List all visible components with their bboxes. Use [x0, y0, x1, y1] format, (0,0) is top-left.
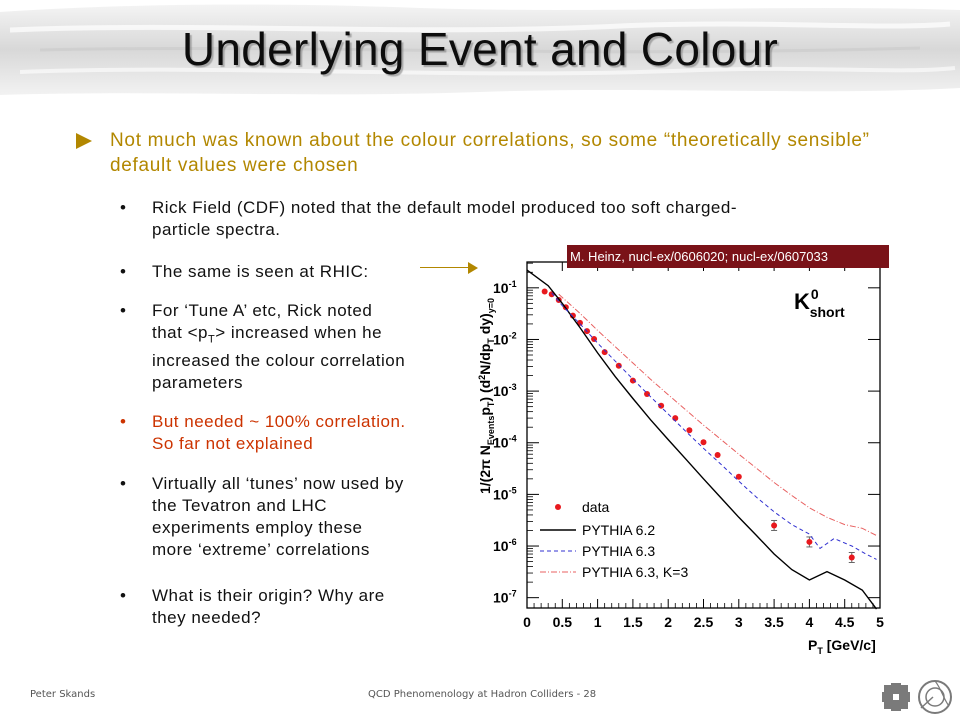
sub-bullet-line: So far not explained — [152, 434, 314, 453]
cern-logo — [918, 680, 952, 714]
sub-bullet-line: But needed ~ 100% correlation. — [152, 412, 406, 431]
pointer-arrow-icon — [468, 262, 478, 274]
x-tick-label: 1 — [594, 614, 602, 630]
series-line-pythia-6-3-k-3 — [558, 293, 877, 536]
data-point — [541, 288, 548, 295]
x-tick-label: 4 — [806, 614, 814, 630]
data-point — [848, 554, 855, 561]
data-point — [615, 362, 622, 369]
x-tick-label: 5 — [876, 614, 884, 630]
slide-title: Underlying Event and Colour — [181, 23, 779, 75]
reference-label: M. Heinz, nucl-ex/0606020; nucl-ex/06070… — [567, 245, 889, 268]
data-point — [771, 522, 778, 529]
data-point — [601, 349, 608, 356]
series-line-pythia-6-3 — [551, 292, 877, 560]
sub-bullet-line: What is their origin? Why are — [152, 586, 385, 605]
sub-bullet-line: they needed? — [152, 608, 262, 627]
sub-bullet-line: Virtually all ‘tunes’ now used by — [152, 474, 404, 493]
sub-bullet-line: For ‘Tune A’ etc, Rick noted — [152, 301, 373, 320]
y-tick-label: 10-4 — [493, 434, 517, 451]
x-tick-label: 4.5 — [835, 614, 855, 630]
x-tick-label: 3.5 — [764, 614, 784, 630]
triangle-right-icon — [76, 133, 92, 149]
legend-label: PYTHIA 6.3 — [582, 543, 655, 559]
footer-course: QCD Phenomenology at Hadron Colliders - … — [368, 689, 597, 700]
bullet-dot-icon: • — [120, 474, 127, 493]
x-axis-title: PT [GeV/c] — [808, 637, 876, 656]
sub-bullet-line: Rick Field (CDF) noted that the default … — [152, 198, 738, 217]
data-point — [714, 451, 721, 458]
data-point — [658, 402, 665, 409]
legend-marker — [555, 504, 561, 510]
x-tick-label: 2 — [664, 614, 672, 630]
data-point — [735, 473, 742, 480]
fermilab-logo — [882, 683, 910, 711]
sub-bullet-line: The same is seen at RHIC: — [152, 262, 369, 281]
footer-author: Peter Skands — [30, 689, 96, 700]
main-bullet-text: Not much was known about the colour corr… — [110, 130, 870, 176]
bullet-dot-icon: • — [120, 301, 127, 320]
legend-label: data — [582, 499, 609, 515]
sub-bullet-line: parameters — [152, 373, 243, 393]
y-tick-label: 10-6 — [493, 537, 517, 554]
title-banner — [0, 4, 960, 95]
pointer-arrow-line — [420, 267, 472, 268]
x-tick-label: 1.5 — [623, 614, 643, 630]
y-tick-label: 10-7 — [493, 589, 517, 606]
data-point — [569, 312, 576, 319]
x-tick-label: 3 — [735, 614, 743, 630]
y-tick-label: 10-3 — [493, 382, 517, 399]
data-point — [686, 427, 693, 434]
y-tick-label: 10-1 — [493, 279, 517, 296]
bullet-dot-icon: • — [120, 586, 127, 605]
kshort-spectrum-chart: 0 0.5 1 1.5 2 2.5 3 3.5 4 4.5 5 10-1 10-2 10-3 10-4 10-… — [477, 261, 884, 656]
y-tick-label: 10-5 — [493, 485, 517, 502]
legend-label: PYTHIA 6.2 — [582, 522, 655, 538]
sub-bullet-line: particle spectra. — [152, 220, 281, 239]
x-tick-label: 0 — [523, 614, 531, 630]
data-point — [672, 415, 679, 422]
y-tick-label: 10-2 — [493, 330, 517, 347]
x-tick-label: 0.5 — [553, 614, 573, 630]
x-tick-label: 2.5 — [694, 614, 714, 630]
bullet-dot-icon: • — [120, 412, 127, 431]
bullet-dot-icon: • — [120, 262, 127, 281]
y-axis-title: 1/(2π NEventspT) (d2N/dpT dy)y=0 — [477, 298, 496, 494]
data-point — [644, 390, 651, 397]
data-point — [806, 538, 813, 545]
sub-bullet-line: the Tevatron and LHC — [152, 496, 328, 515]
data-point — [629, 377, 636, 384]
sub-bullet-line: experiments employ these — [152, 518, 363, 537]
series-line-pythia-6-2 — [526, 269, 878, 610]
particle-label: K0 short — [794, 286, 845, 320]
sub-bullet-line: more ‘extreme’ correlations — [152, 540, 370, 559]
legend-label: PYTHIA 6.3, K=3 — [582, 564, 688, 580]
sub-bullet-line: that <pT> increased when he — [152, 323, 383, 346]
sub-bullet-line: increased the colour correlation — [152, 351, 406, 371]
bullet-dot-icon: • — [120, 198, 127, 217]
data-point — [700, 439, 707, 446]
